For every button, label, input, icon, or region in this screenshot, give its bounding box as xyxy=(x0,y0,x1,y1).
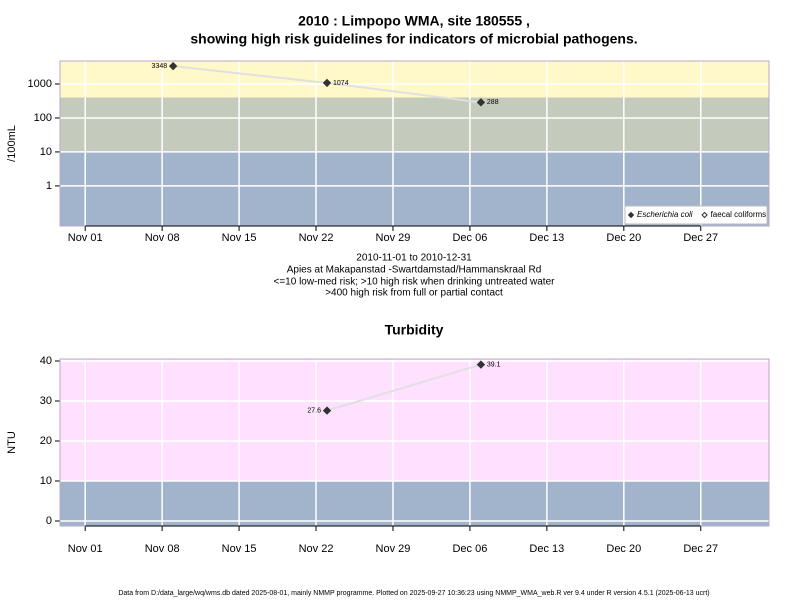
y-tick-label: 30 xyxy=(40,395,52,407)
x-tick-label: Nov 08 xyxy=(145,543,180,555)
y-tick-label: 20 xyxy=(40,435,52,447)
chart-title: 2010 : Limpopo WMA, site 180555 , xyxy=(298,13,530,29)
x-tick-label: Dec 27 xyxy=(683,232,718,244)
data-point xyxy=(168,61,178,71)
y-tick-label: 1 xyxy=(46,180,52,192)
note: Apies at Makapanstad -Swartdamstad/Hamma… xyxy=(287,265,542,276)
x-tick-label: Nov 01 xyxy=(68,543,103,555)
x-tick-label: Dec 13 xyxy=(529,232,564,244)
risk-band xyxy=(60,359,769,481)
data-point xyxy=(476,98,486,107)
y-tick-label: 40 xyxy=(40,355,52,367)
x-tick-label: Dec 06 xyxy=(452,232,487,244)
data-point xyxy=(322,406,332,415)
legend-marker xyxy=(627,211,635,219)
x-tick-label: Dec 20 xyxy=(606,543,641,555)
legend-marker xyxy=(701,211,708,219)
chart-title: showing high risk guidelines for indicat… xyxy=(190,31,637,47)
legend-label: faecal coliforms xyxy=(711,210,767,219)
x-tick-label: Nov 22 xyxy=(299,543,334,555)
y-tick-label: 10 xyxy=(40,146,52,158)
y-tick-label: 10 xyxy=(40,475,52,487)
y-axis-label: NTU xyxy=(6,431,18,454)
legend-box xyxy=(624,205,768,225)
data-label: 1074 xyxy=(333,80,349,87)
x-tick-label: Nov 15 xyxy=(222,232,257,244)
note: 2010-11-01 to 2010-12-31 xyxy=(356,253,472,264)
note: <=10 low-med risk; >10 high risk when dr… xyxy=(274,277,556,288)
data-label: 39.1 xyxy=(487,361,501,368)
footer: Data from D:/data_large/wq/wms.db dated … xyxy=(118,590,709,597)
x-tick-label: Nov 29 xyxy=(376,232,411,244)
data-label: 27.6 xyxy=(307,407,321,414)
x-tick-label: Nov 01 xyxy=(68,232,103,244)
y-axis-label: /100mL xyxy=(6,125,18,162)
x-tick-label: Dec 06 xyxy=(452,543,487,555)
x-tick-label: Nov 29 xyxy=(376,543,411,555)
y-tick-label: 1000 xyxy=(28,78,52,90)
risk-band xyxy=(60,481,769,526)
x-tick-label: Nov 08 xyxy=(145,232,180,244)
note: >400 high risk from full or partial cont… xyxy=(325,288,503,299)
x-tick-label: Nov 22 xyxy=(299,232,334,244)
x-tick-label: Nov 15 xyxy=(222,543,257,555)
x-tick-label: Dec 13 xyxy=(529,543,564,555)
data-label: 3348 xyxy=(152,63,168,70)
series-line xyxy=(326,363,482,412)
legend-label: Escherichia coli xyxy=(637,210,693,219)
y-tick-label: 100 xyxy=(34,112,52,124)
x-tick-label: Dec 27 xyxy=(683,543,718,555)
data-point xyxy=(476,360,486,369)
data-label: 288 xyxy=(487,99,499,106)
chart-title: Turbidity xyxy=(385,322,444,338)
x-tick-label: Dec 20 xyxy=(606,232,641,244)
data-point xyxy=(322,78,332,88)
risk-band xyxy=(60,97,769,152)
y-tick-label: 0 xyxy=(46,515,52,527)
